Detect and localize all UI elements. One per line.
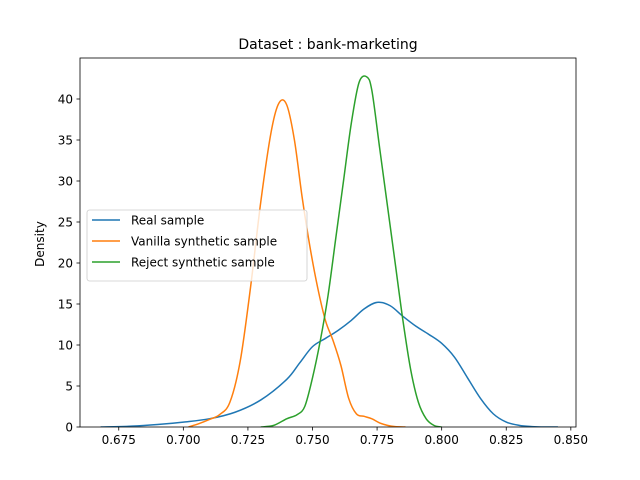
legend-box <box>86 209 308 282</box>
x-tick-label: 0.700 <box>166 433 200 447</box>
x-tick-label: 0.775 <box>360 433 394 447</box>
y-tick-label: 25 <box>58 216 73 230</box>
x-tick-label: 0.750 <box>295 433 329 447</box>
y-tick-label: 20 <box>58 257 73 271</box>
x-tick-label: 0.725 <box>231 433 265 447</box>
x-tick-label: 0.850 <box>554 433 588 447</box>
y-tick-label: 10 <box>58 339 73 353</box>
x-tick-label: 0.800 <box>424 433 458 447</box>
y-tick-label: 40 <box>58 93 73 107</box>
legend-label-vanilla-synthetic-sample: Vanilla synthetic sample <box>131 235 277 249</box>
x-tick-label: 0.675 <box>102 433 136 447</box>
axes-frame <box>79 57 577 428</box>
legend: Real sample Vanilla synthetic sample Rejec… <box>86 209 308 282</box>
y-tick-label: 30 <box>58 175 73 189</box>
series-line-reject-synthetic-sample <box>260 75 442 427</box>
y-tick-label: 15 <box>58 298 73 312</box>
chart-title: Dataset : bank-marketing <box>238 37 417 53</box>
y-axis-ticks: 0 5 10 15 20 25 30 35 40 <box>58 93 80 435</box>
legend-label-reject-synthetic-sample: Reject synthetic sample <box>131 256 275 270</box>
series-line-real-sample <box>100 301 558 427</box>
y-tick-label: 35 <box>58 134 73 148</box>
axes-spines <box>79 57 577 428</box>
legend-label-real-sample: Real sample <box>131 214 204 228</box>
x-axis-ticks: 0.675 0.700 0.725 0.750 0.775 0.800 0.825 0.850 <box>102 427 588 447</box>
y-axis-label: Density <box>33 221 47 267</box>
x-tick-label: 0.825 <box>489 433 523 447</box>
y-tick-label: 0 <box>65 421 73 435</box>
y-tick-label: 5 <box>65 380 73 394</box>
